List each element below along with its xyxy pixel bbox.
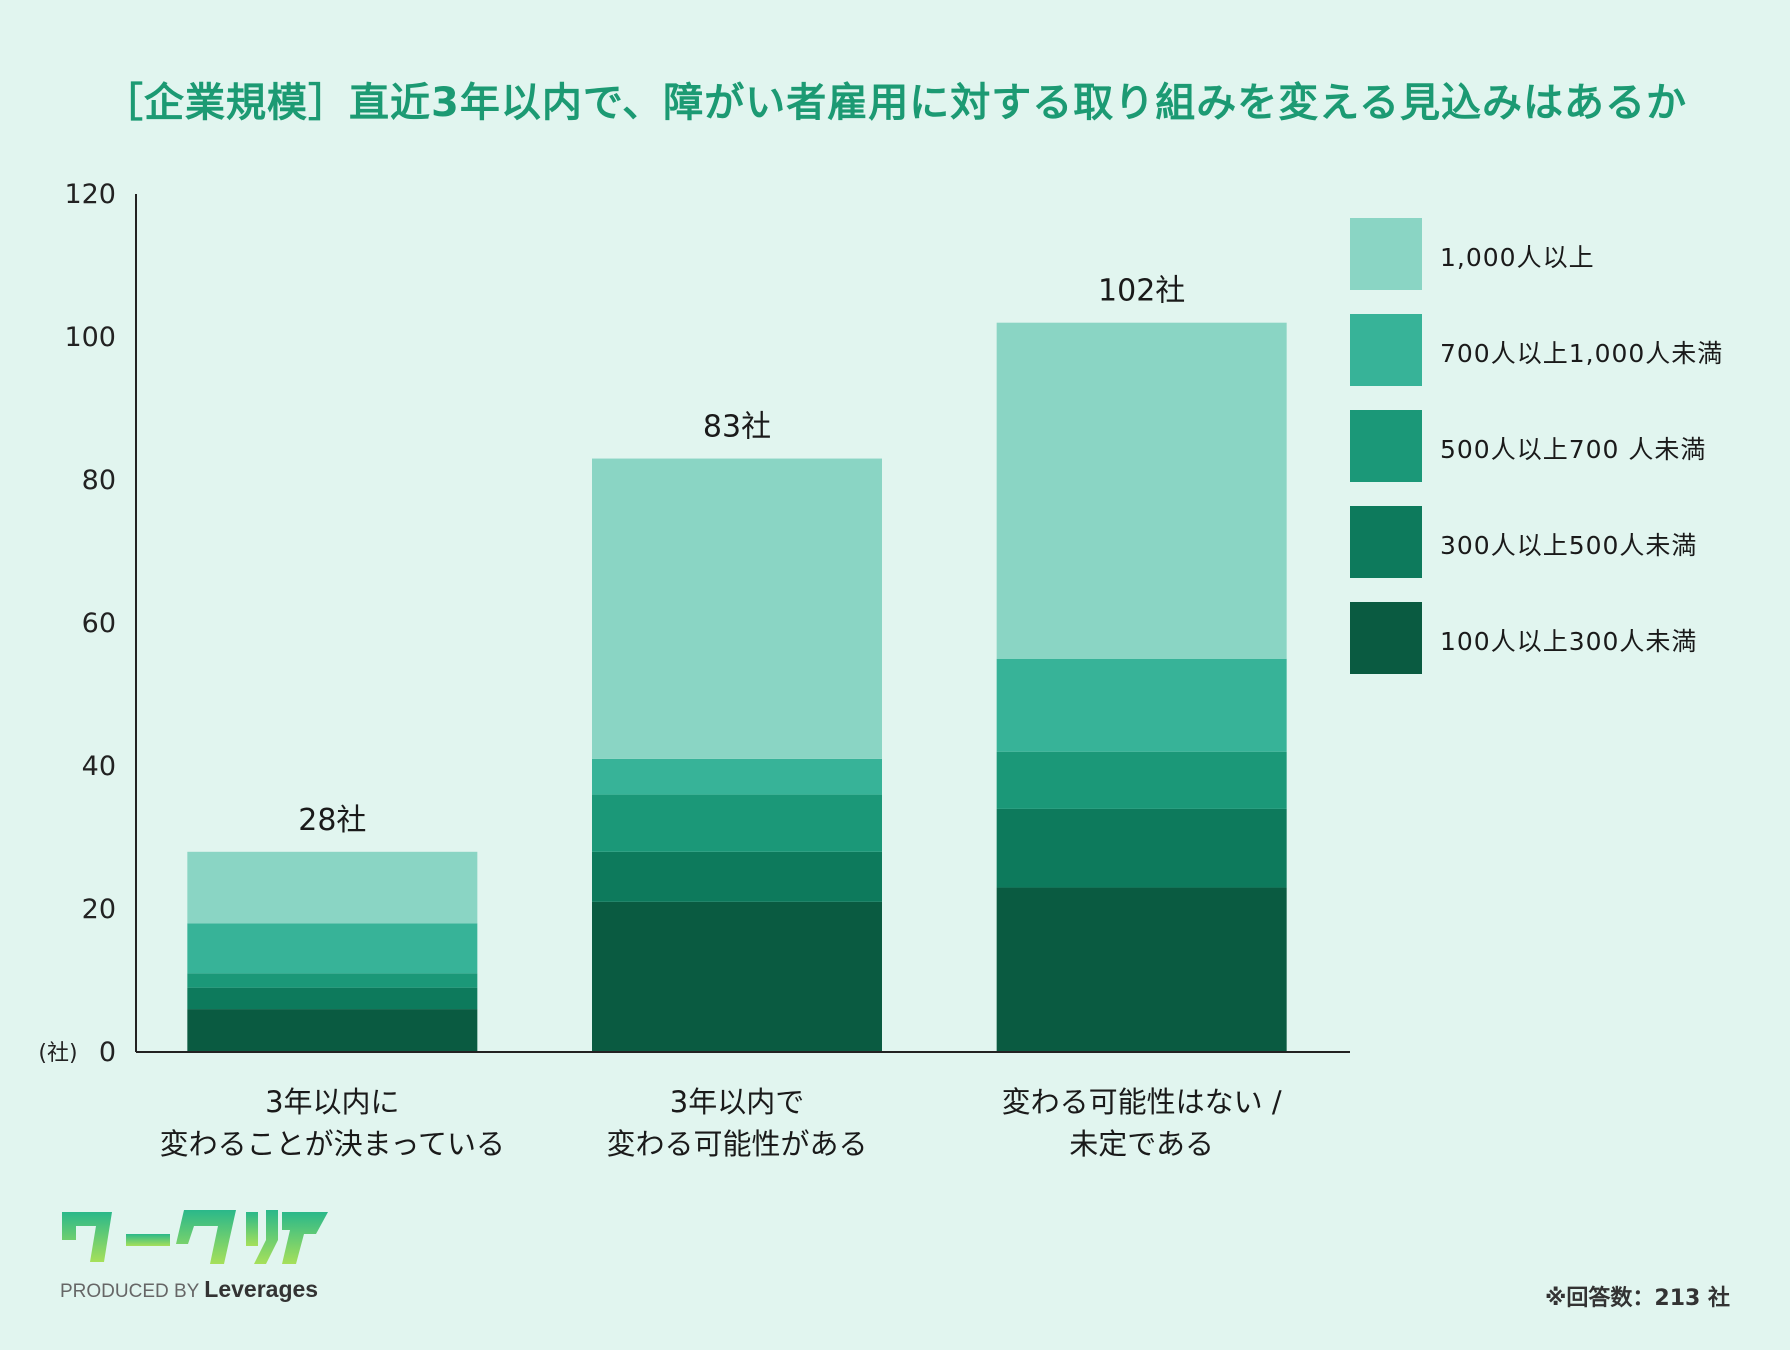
- legend-label: 100人以上300人未満: [1440, 627, 1698, 656]
- bar-segment: [996, 751, 1287, 809]
- x-tick-label: 3年以内に: [265, 1085, 399, 1119]
- total-labels: 28社 83社 102社: [298, 274, 1185, 838]
- legend-swatch: [1350, 602, 1422, 674]
- bar-total-label: 28社: [298, 803, 366, 838]
- bar-segment: [187, 987, 478, 1010]
- x-tick-label: 変わる可能性がある: [606, 1127, 867, 1161]
- legend-item: 700人以上1,000人未満: [1350, 314, 1770, 386]
- logo-subtitle: PRODUCED BY Leverages: [60, 1276, 318, 1303]
- legend-label: 300人以上500人未満: [1440, 531, 1698, 560]
- bar-segment: [996, 808, 1287, 888]
- y-tick-label: 20: [82, 894, 116, 925]
- bars: [187, 322, 1287, 1052]
- y-tick-label: 40: [82, 751, 116, 782]
- bar-segment: [187, 851, 478, 924]
- legend-swatch: [1350, 410, 1422, 482]
- y-axis-unit: (社): [38, 1041, 77, 1066]
- x-tick-label: 変わる可能性はない /: [1002, 1085, 1282, 1119]
- produced-by-text: PRODUCED BY: [60, 1281, 200, 1302]
- bar-segment: [592, 758, 882, 795]
- bar-segment: [592, 851, 882, 902]
- legend-label: 1,000人以上: [1440, 243, 1595, 272]
- legend-swatch: [1350, 314, 1422, 386]
- bar-segment: [187, 973, 478, 988]
- y-tick-label: 0: [99, 1037, 116, 1068]
- legend-swatch: [1350, 506, 1422, 578]
- bar-segment: [996, 658, 1287, 752]
- y-tick-label: 100: [64, 322, 116, 353]
- bar-segment: [187, 1009, 478, 1052]
- bar-total-label: 102社: [1098, 274, 1185, 309]
- legend-item: 100人以上300人未満: [1350, 602, 1770, 674]
- legend-label: 500人以上700 人未満: [1440, 435, 1707, 464]
- bar-total-label: 83社: [703, 410, 771, 445]
- bar-segment: [592, 901, 882, 1052]
- bar-segment: [996, 322, 1287, 659]
- x-tick-label: 変わることが決まっている: [160, 1127, 505, 1161]
- y-tick-label: 60: [82, 608, 116, 639]
- response-count-note: ※回答数：213 社: [1545, 1286, 1730, 1311]
- brand-logo: PRODUCED BY Leverages: [60, 1200, 330, 1310]
- brand-name: Leverages: [204, 1276, 319, 1302]
- legend-label: 700人以上1,000人未満: [1440, 339, 1724, 368]
- legend-item: 500人以上700 人未満: [1350, 410, 1770, 482]
- chart-title: ［企業規模］直近3年以内で、障がい者雇用に対する取り組みを変える見込みはあるか: [102, 80, 1688, 126]
- warkclear-logo-icon: [62, 1210, 328, 1264]
- bar-segment: [187, 923, 478, 974]
- bar-segment: [996, 887, 1287, 1052]
- y-axis: 0 20 40 60 80 100 120 (社): [38, 179, 137, 1068]
- y-tick-label: 80: [82, 465, 116, 496]
- bar-segment: [592, 794, 882, 852]
- legend-item: 1,000人以上: [1350, 218, 1770, 290]
- bar-segment: [592, 458, 882, 759]
- x-tick-label: 3年以内で: [670, 1085, 804, 1119]
- legend-swatch: [1350, 218, 1422, 290]
- x-tick-label: 未定である: [1069, 1127, 1214, 1161]
- legend-item: 300人以上500人未満: [1350, 506, 1770, 578]
- y-tick-label: 120: [64, 179, 116, 210]
